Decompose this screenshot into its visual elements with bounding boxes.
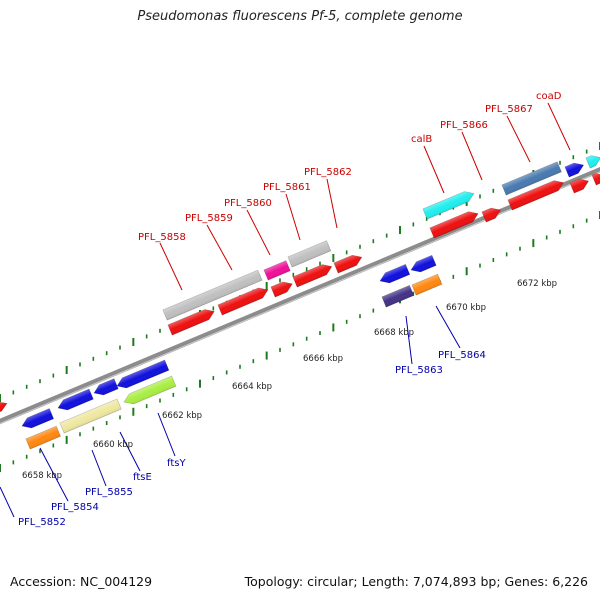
gene-feature[interactable] — [569, 176, 591, 194]
gene-feature[interactable] — [287, 240, 332, 268]
gene-feature[interactable] — [270, 279, 295, 298]
gene-label[interactable]: PFL_5867 — [485, 104, 533, 115]
reverse-gene-labels: PFL_5852 PFL_5854 PFL_5855 ftsE ftsY PFL… — [18, 350, 486, 528]
gene-label[interactable]: coaD — [536, 91, 562, 102]
gene-label[interactable]: PFL_5855 — [85, 487, 133, 498]
gene-feature[interactable] — [429, 209, 480, 239]
gene-feature[interactable] — [378, 263, 411, 286]
gene-feature[interactable] — [92, 378, 119, 398]
gene-label[interactable]: PFL_5854 — [51, 502, 99, 513]
genome-backbone-shadow — [0, 171, 600, 425]
gene-feature[interactable] — [167, 306, 217, 336]
genome-backbone — [0, 167, 600, 423]
gene-feature[interactable] — [0, 399, 9, 414]
leader-line — [461, 131, 483, 181]
label-leaders — [0, 102, 571, 518]
gene-label[interactable]: PFL_5858 — [138, 232, 186, 243]
map-title: Pseudomonas fluorescens Pf-5, complete g… — [137, 9, 463, 24]
gene-label[interactable]: PFL_5860 — [224, 198, 272, 209]
gene-feature[interactable] — [115, 359, 170, 391]
gene-feature[interactable] — [381, 284, 415, 308]
gene-label[interactable]: PFL_5862 — [304, 167, 352, 178]
gene-feature[interactable] — [122, 375, 177, 407]
gene-label[interactable]: calB — [411, 134, 432, 145]
gene-feature[interactable] — [333, 252, 364, 274]
leader-line — [91, 449, 107, 487]
gene-feature[interactable] — [20, 408, 55, 432]
scale-label: 6666 kbp — [303, 354, 343, 364]
gene-feature[interactable] — [59, 398, 122, 434]
gene-label[interactable]: ftsY — [167, 458, 186, 469]
scale-label: 6670 kbp — [446, 303, 486, 313]
gene-feature[interactable] — [585, 153, 600, 169]
gene-feature[interactable] — [411, 273, 443, 296]
leader-line — [506, 115, 531, 163]
scale-label: 6668 kbp — [374, 328, 414, 338]
leader-line — [157, 412, 176, 457]
leader-line — [405, 315, 413, 365]
forward-gene-labels: PFL_5858 PFL_5859 PFL_5860 PFL_5861 PFL_… — [138, 91, 562, 243]
gene-label[interactable]: PFL_5861 — [263, 182, 311, 193]
gene-feature[interactable] — [507, 177, 566, 211]
gene-features — [0, 153, 600, 450]
gene-feature[interactable] — [481, 205, 503, 223]
gene-feature[interactable] — [217, 285, 270, 316]
gene-feature[interactable] — [263, 260, 291, 281]
gene-label[interactable]: PFL_5864 — [438, 350, 486, 361]
genome-summary-text: Topology: circular; Length: 7,074,893 bp… — [244, 574, 588, 589]
gene-label[interactable]: PFL_5866 — [440, 120, 488, 131]
leader-line — [326, 178, 338, 229]
gene-feature[interactable] — [56, 388, 94, 413]
gene-feature[interactable] — [162, 269, 263, 321]
leader-line — [423, 145, 445, 194]
accession-text: Accession: NC_004129 — [10, 574, 153, 589]
gene-feature[interactable] — [422, 188, 476, 220]
scale-label: 6664 kbp — [232, 382, 272, 392]
leader-line — [206, 224, 233, 271]
leader-line — [285, 193, 301, 241]
gene-feature[interactable] — [292, 261, 334, 288]
leader-line — [547, 102, 571, 151]
scale-label: 6658 kbp — [22, 471, 62, 481]
upper-tick-track — [0, 142, 600, 402]
leader-line — [246, 209, 271, 256]
scale-label: 6672 kbp — [517, 279, 557, 289]
gene-feature[interactable] — [409, 254, 437, 275]
gene-label[interactable]: PFL_5852 — [18, 517, 66, 528]
gene-feature[interactable] — [591, 170, 600, 186]
gene-feature[interactable] — [564, 160, 586, 178]
scale-labels: 6658 kbp 6660 kbp 6662 kbp 6664 kbp 6666… — [22, 279, 557, 481]
leader-line — [159, 242, 183, 291]
gene-label[interactable]: PFL_5863 — [395, 365, 443, 376]
leader-line — [119, 431, 141, 472]
leader-line — [0, 486, 15, 518]
gene-label[interactable]: ftsE — [133, 472, 152, 483]
lower-tick-track — [0, 211, 600, 472]
gene-feature[interactable] — [25, 425, 61, 450]
leader-line — [435, 305, 461, 349]
scale-label: 6660 kbp — [93, 440, 133, 450]
scale-label: 6662 kbp — [162, 411, 202, 421]
gene-label[interactable]: PFL_5859 — [185, 213, 233, 224]
leader-line — [39, 447, 69, 502]
gene-feature[interactable] — [501, 161, 562, 196]
